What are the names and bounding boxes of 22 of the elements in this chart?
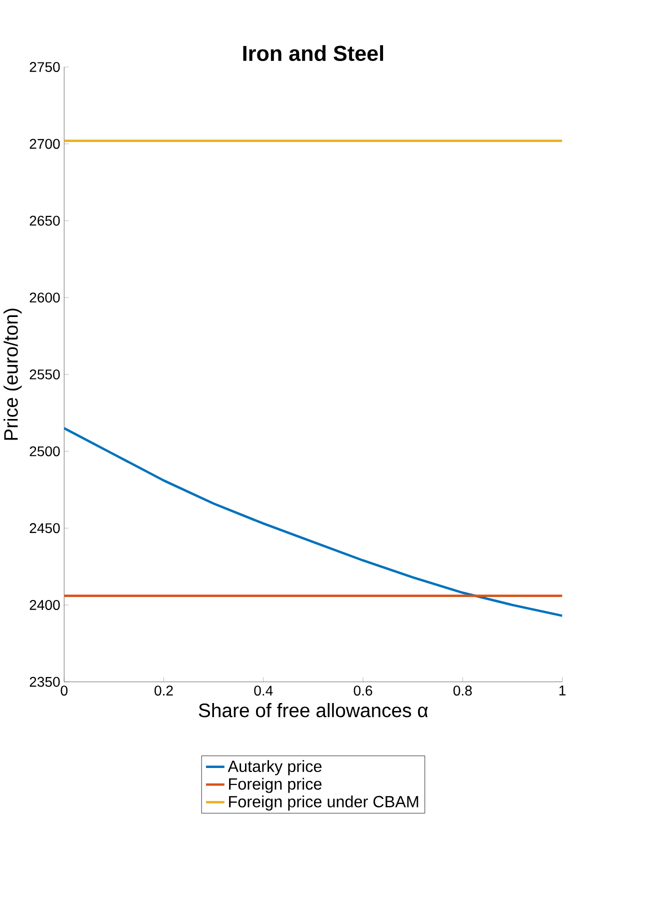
y-tick-label: 2400 xyxy=(30,600,60,610)
line-series xyxy=(64,427,562,617)
x-tick-label: 0.6 xyxy=(354,686,372,696)
x-tick-label: 0 xyxy=(60,686,68,696)
y-tick-label: 2650 xyxy=(30,216,60,226)
legend-label: Autarky price xyxy=(228,760,322,776)
y-tick-label: 2500 xyxy=(30,446,60,456)
legend-label: Foreign price xyxy=(228,778,322,793)
y-tick-label: 2750 xyxy=(30,62,60,72)
y-tick-label: 2550 xyxy=(30,369,60,380)
x-tick-label: 1 xyxy=(559,686,566,696)
x-axis-title: Share of free allowances α xyxy=(198,703,428,718)
y-axis-title: Price (euro/ton) xyxy=(3,308,22,440)
chart-title: Iron and Steel xyxy=(243,45,383,62)
legend-label: Foreign price under CBAM xyxy=(228,796,418,811)
y-tick-label: 2350 xyxy=(30,676,60,687)
x-tick-label: 0.2 xyxy=(154,686,173,696)
y-tick-label: 2450 xyxy=(30,523,60,534)
y-tick-label: 2700 xyxy=(30,138,60,149)
y-tick-label: 2600 xyxy=(30,292,60,303)
x-tick-label: 0.8 xyxy=(453,686,472,696)
x-tick-label: 0.4 xyxy=(254,686,273,696)
